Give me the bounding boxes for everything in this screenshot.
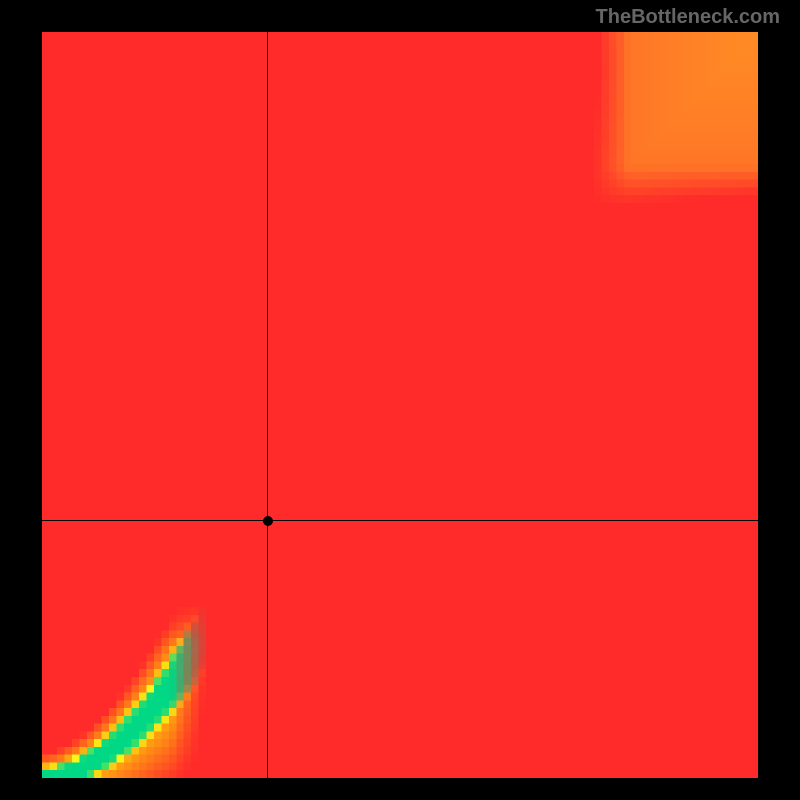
heatmap-plot bbox=[42, 32, 758, 778]
heatmap-canvas bbox=[42, 32, 758, 778]
crosshair-vertical bbox=[267, 32, 268, 778]
crosshair-dot bbox=[263, 516, 273, 526]
chart-container: TheBottleneck.com bbox=[0, 0, 800, 800]
watermark-text: TheBottleneck.com bbox=[596, 6, 780, 29]
crosshair-horizontal bbox=[42, 520, 758, 521]
